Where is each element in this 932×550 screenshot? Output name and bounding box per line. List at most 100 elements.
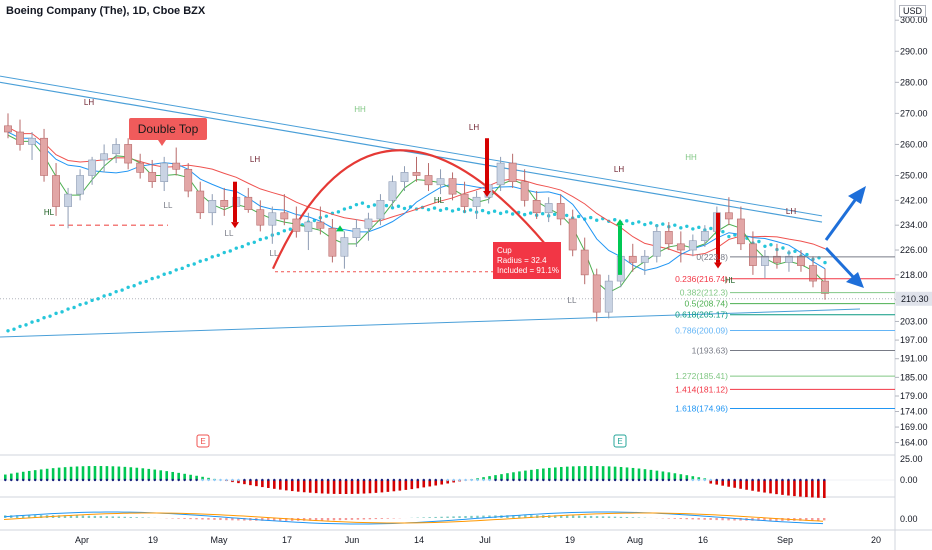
osc2-bar — [571, 515, 575, 518]
osc1-squeeze-dot — [129, 478, 133, 482]
osc1-bar — [296, 480, 300, 492]
currency-badge[interactable]: USD — [899, 5, 927, 17]
sar-dot — [24, 323, 28, 327]
osc1-squeeze-dot — [249, 478, 252, 482]
time-tick-label: May — [210, 535, 228, 545]
sar-dot — [216, 253, 220, 258]
osc2-bar — [75, 515, 79, 518]
price-tick-label: 260.00 — [900, 139, 928, 149]
osc2-bar — [135, 517, 138, 518]
sar-dot — [649, 221, 653, 225]
osc1-bar — [679, 474, 683, 480]
osc2-bar — [697, 518, 700, 520]
osc1-bar — [793, 480, 796, 497]
earnings-marker-label: E — [200, 437, 205, 446]
sar-dot — [288, 227, 293, 231]
osc1-squeeze-dot — [589, 478, 593, 482]
osc1-bar — [512, 472, 515, 480]
pivot-label: HL — [725, 276, 736, 285]
candle-body — [688, 240, 697, 251]
osc1-squeeze-dot — [338, 478, 342, 482]
sar-dot — [132, 284, 136, 288]
osc1-bar — [530, 469, 533, 480]
sar-dot — [42, 316, 46, 320]
osc2-bar — [476, 515, 479, 518]
osc1-bar — [302, 480, 306, 493]
pivot-label: HH — [685, 153, 697, 162]
osc1-bar — [237, 480, 240, 484]
fib-level-label: 1.414(181.12) — [675, 384, 728, 394]
osc1-squeeze-dot — [123, 478, 127, 482]
osc1-squeeze-dot — [404, 478, 408, 482]
osc1-bar — [255, 480, 258, 487]
price-tick-label: 290.00 — [900, 46, 928, 56]
candle-body — [785, 255, 793, 263]
osc1-squeeze-dot — [344, 478, 348, 482]
time-tick-label: 19 — [148, 535, 158, 545]
price-tick-label: 203.00 — [900, 316, 928, 326]
osc2-bar — [685, 518, 688, 520]
osc2-bar — [195, 518, 198, 520]
callout-pointer — [158, 140, 166, 146]
candle-body — [304, 221, 313, 232]
osc1-squeeze-dot — [207, 478, 210, 482]
sar-dot — [679, 226, 683, 230]
osc1-squeeze-dot — [87, 478, 91, 482]
osc1-bar — [171, 471, 174, 480]
buy-signal-arrow — [616, 219, 624, 226]
osc1-squeeze-dot — [739, 478, 742, 482]
candle-body — [604, 280, 613, 313]
osc1-squeeze-dot — [548, 478, 551, 482]
osc1-tick-label: 0.00 — [900, 475, 918, 485]
osc1-squeeze-dot — [434, 478, 437, 482]
sar-dot — [661, 222, 665, 226]
osc1-squeeze-dot — [470, 478, 473, 482]
time-tick-label: Apr — [75, 535, 89, 545]
osc1-bar — [763, 480, 766, 493]
osc1-squeeze-dot — [326, 478, 330, 482]
osc1-squeeze-dot — [685, 478, 689, 482]
osc1-squeeze-dot — [560, 478, 563, 482]
candle-body — [196, 190, 205, 214]
osc2-bar — [691, 518, 694, 520]
time-tick-label: 19 — [565, 535, 575, 545]
candle-body — [761, 255, 769, 266]
osc1-squeeze-dot — [69, 478, 73, 482]
sar-dot — [102, 294, 106, 298]
osc1-squeeze-dot — [279, 478, 282, 482]
sar-dot — [84, 301, 88, 305]
osc2-bar — [141, 517, 144, 518]
pivot-label: LL — [270, 249, 279, 258]
osc1-squeeze-dot — [16, 478, 19, 482]
time-tick-label: Jun — [345, 535, 360, 545]
osc1-squeeze-dot — [4, 478, 7, 482]
candle-body — [124, 144, 133, 164]
osc1-bar — [338, 480, 342, 494]
osc1-squeeze-dot — [745, 478, 748, 482]
osc1-bar — [643, 469, 647, 480]
sar-dot — [264, 236, 269, 240]
osc2-bar — [583, 515, 587, 518]
osc1-bar — [571, 466, 575, 480]
earnings-marker — [196, 434, 210, 448]
osc1-bar — [817, 480, 820, 498]
osc1-bar — [123, 466, 127, 480]
price-tick-label: 280.00 — [900, 77, 928, 87]
osc2-bar — [267, 518, 270, 521]
osc1-squeeze-dot — [273, 478, 276, 482]
osc2-bar — [709, 518, 712, 520]
double-top-text: Double Top — [138, 122, 199, 136]
candle-body — [508, 162, 517, 183]
earnings-marker — [613, 434, 627, 448]
pivot-label: HL — [434, 196, 445, 205]
candle-body — [628, 255, 637, 263]
osc1-squeeze-dot — [392, 478, 396, 482]
osc1-squeeze-dot — [291, 478, 294, 482]
osc1-squeeze-dot — [661, 478, 665, 482]
candle-body — [700, 231, 709, 242]
osc2-bar — [613, 516, 617, 518]
sar-dot — [108, 292, 112, 297]
sar-dot — [564, 213, 569, 218]
osc1-squeeze-dot — [518, 478, 521, 482]
